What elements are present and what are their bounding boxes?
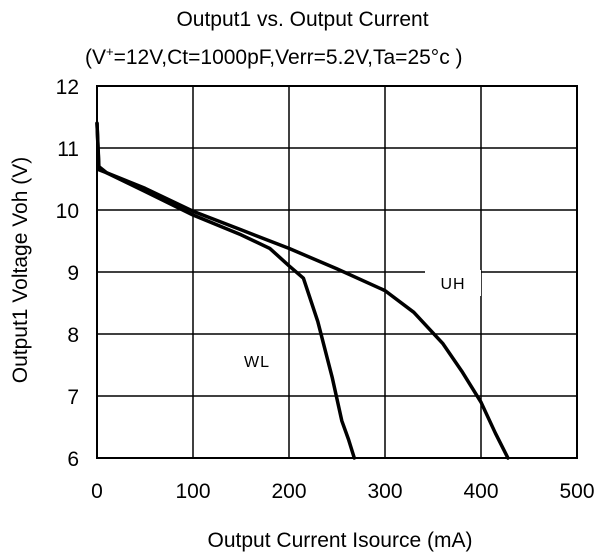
series-line-wl: [95, 121, 357, 460]
x-tick-label: 300: [367, 480, 402, 503]
wl-label-box: [233, 347, 281, 375]
x-tick-labels: 0 100 200 300 400 500: [91, 480, 594, 503]
x-tick-label: 200: [271, 480, 306, 503]
x-tick-label: 100: [175, 480, 210, 503]
y-axis-label: Output1 Voltage Voh (V): [9, 157, 32, 384]
chart-subtitle: (V+=12V,Ct=1000pF,Verr=5.2V,Ta=25°c ): [85, 44, 463, 70]
subtitle-prefix: (V: [85, 46, 106, 69]
x-tick-label: 400: [463, 480, 498, 503]
y-tick-label: 7: [67, 386, 79, 409]
y-tick-label: 9: [67, 262, 79, 285]
y-tick-label: 11: [57, 138, 79, 161]
subtitle-rest: =12V,Ct=1000pF,Verr=5.2V,Ta=25°c ): [113, 46, 463, 69]
curve-label-wl: WL: [244, 354, 270, 371]
plot-frame: [96, 85, 578, 459]
subtitle-superscript: +: [106, 44, 114, 59]
x-axis-label: Output Current Isource (mA): [208, 529, 473, 552]
y-tick-label: 8: [67, 324, 79, 347]
curve-label-uh: UH: [440, 276, 465, 293]
y-tick-label: 12: [56, 76, 79, 99]
x-tick-label: 500: [559, 480, 594, 503]
y-tick-label: 6: [67, 448, 79, 471]
x-tick-label: 0: [91, 480, 103, 503]
y-tick-label: 10: [56, 200, 79, 223]
chart-title: Output1 vs. Output Current: [176, 8, 429, 31]
curves: [95, 121, 510, 460]
uh-label-box: [425, 270, 481, 296]
y-tick-labels: 6 7 8 9 10 11 12: [56, 76, 79, 471]
